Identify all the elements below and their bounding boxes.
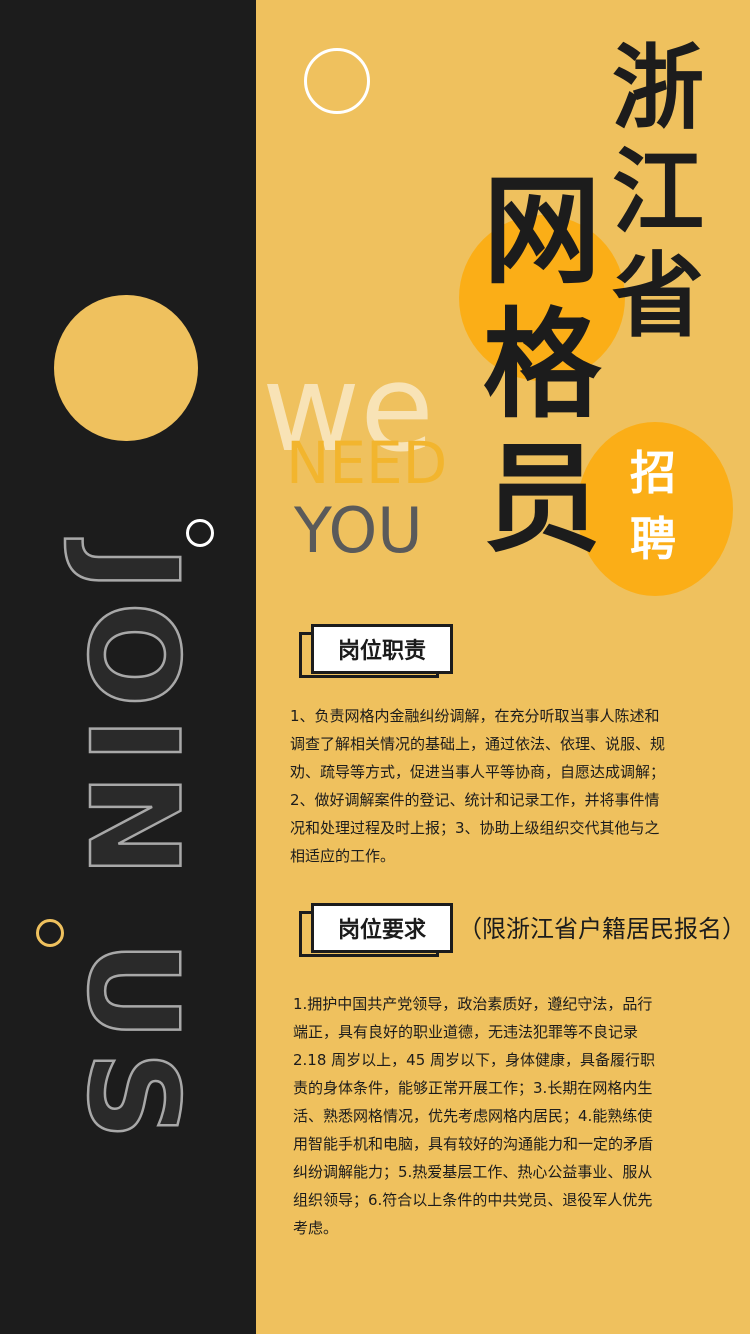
section-title-duty: 岗位职责 xyxy=(311,624,453,674)
requirements-paragraph: 1.拥护中国共产党领导，政治素质好，遵纪守法，品行 端正，具有良好的职业道德，无… xyxy=(293,990,703,1242)
decor-orange-circle-recruit xyxy=(577,422,733,596)
duty-line: 相适应的工作。 xyxy=(290,847,396,865)
duty-line: 劝、疏导等方式，促进当事人平等协商，自愿达成调解； xyxy=(290,763,666,781)
requirements-line: 2.18 周岁以上，45 周岁以下，身体健康，具备履行职 xyxy=(293,1051,656,1069)
title-char: 省 xyxy=(612,242,705,350)
duty-line: 2、做好调解案件的登记、统计和记录工作，并将事件情 xyxy=(290,791,660,809)
title-char: 格 xyxy=(483,295,602,434)
title-province: 浙 江 省 xyxy=(612,42,704,354)
duty-line: 调查了解相关情况的基础上，通过依法、依理、说服、规 xyxy=(290,735,666,753)
decor-yellow-circle xyxy=(54,295,198,441)
recruit-char: 聘 xyxy=(630,512,676,566)
requirements-line: 考虑。 xyxy=(293,1219,339,1237)
requirements-line: 活、熟悉网格情况，优先考虑网格内居民；4.能熟练使 xyxy=(293,1107,653,1125)
requirements-line: 组织领导；6.符合以上条件的中共党员、退役军人优先 xyxy=(293,1191,653,1209)
requirements-line: 责的身体条件，能够正常开展工作；3.长期在网格内生 xyxy=(293,1079,653,1097)
section-title-requirements: 岗位要求 xyxy=(311,903,453,953)
requirements-line: 纠纷调解能力；5.热爱基层工作、热心公益事业、服从 xyxy=(293,1163,653,1181)
requirements-line: 用智能手机和电脑，具有较好的沟通能力和一定的矛盾 xyxy=(293,1135,654,1153)
title-char: 员 xyxy=(483,429,602,568)
duty-line: 况和处理过程及时上报；3、协助上级组织交代其他与之 xyxy=(290,819,660,837)
recruit-char: 招 xyxy=(630,446,676,500)
duty-line: 1、负责网格内金融纠纷调解，在充分听取当事人陈述和 xyxy=(290,707,660,725)
requirements-note: （限浙江省户籍居民报名） xyxy=(458,915,746,943)
requirements-line: 端正，具有良好的职业道德，无违法犯罪等不良记录 xyxy=(293,1023,639,1041)
recruit-label: 招 聘 xyxy=(630,450,676,582)
title-role: 网 格 员 xyxy=(483,172,601,574)
title-char: 浙 xyxy=(612,34,705,142)
decor-yellow-ring-small xyxy=(36,919,64,947)
requirements-line: 1.拥护中国共产党领导，政治素质好，遵纪守法，品行 xyxy=(293,995,653,1013)
decor-white-ring-top xyxy=(304,48,370,114)
title-char: 网 xyxy=(483,161,602,300)
decor-orange-circle-top xyxy=(459,215,625,381)
decor-white-ring-small xyxy=(186,519,214,547)
slogan-need: NEED xyxy=(286,429,448,497)
slogan-you: YOU xyxy=(294,494,423,567)
duty-paragraph: 1、负责网格内金融纠纷调解，在充分听取当事人陈述和 调查了解相关情况的基础上，通… xyxy=(290,702,712,870)
join-us-vertical-text: JOIN US xyxy=(59,544,206,1151)
slogan-we: we xyxy=(262,340,434,479)
title-char: 江 xyxy=(612,138,705,246)
left-dark-panel xyxy=(0,0,256,1334)
